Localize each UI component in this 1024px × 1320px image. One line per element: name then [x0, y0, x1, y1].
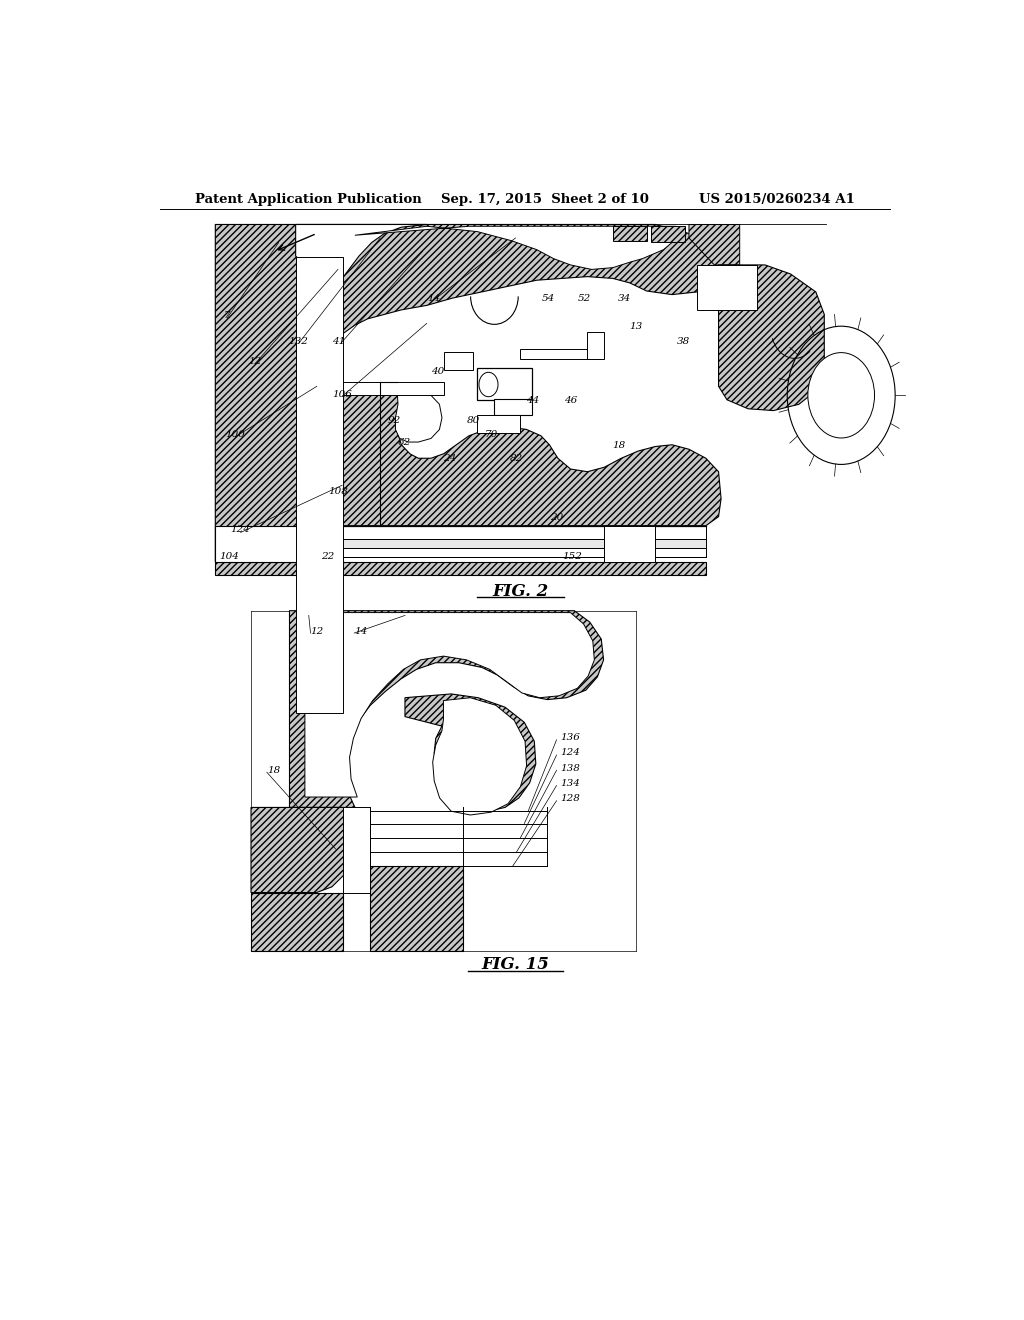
Text: 104: 104	[219, 552, 240, 561]
Polygon shape	[215, 224, 326, 561]
Text: 108: 108	[329, 487, 348, 496]
Text: 100: 100	[225, 430, 245, 440]
Polygon shape	[404, 694, 536, 812]
Text: 13: 13	[630, 322, 642, 330]
Text: 52: 52	[578, 294, 591, 304]
Text: 41: 41	[332, 337, 345, 346]
Circle shape	[808, 352, 874, 438]
Bar	[215, 224, 858, 576]
Bar	[321, 539, 706, 548]
Bar	[321, 395, 338, 409]
Circle shape	[479, 372, 498, 397]
Text: 12: 12	[249, 358, 261, 366]
Polygon shape	[433, 698, 526, 814]
Text: 62: 62	[397, 438, 411, 447]
Text: 20: 20	[550, 512, 563, 521]
Text: 106: 106	[333, 389, 352, 399]
Text: 18: 18	[267, 766, 281, 775]
Text: 134: 134	[560, 779, 581, 788]
Polygon shape	[215, 561, 706, 576]
Polygon shape	[651, 226, 685, 243]
Text: 22: 22	[322, 552, 335, 561]
Text: 46: 46	[564, 396, 578, 405]
Text: 138: 138	[560, 764, 581, 772]
Polygon shape	[305, 612, 594, 797]
Bar	[296, 257, 343, 713]
Bar	[588, 333, 604, 359]
Bar	[697, 265, 757, 310]
Text: 34: 34	[617, 294, 631, 304]
Text: 70: 70	[484, 430, 498, 440]
Bar	[321, 525, 706, 539]
Text: 14: 14	[354, 627, 368, 635]
Text: FIG. 2: FIG. 2	[493, 583, 549, 599]
Bar	[477, 414, 520, 433]
Bar	[520, 348, 600, 359]
Polygon shape	[321, 391, 721, 525]
Text: 124: 124	[230, 525, 251, 533]
Text: 132: 132	[289, 337, 308, 346]
Bar	[251, 611, 636, 952]
Polygon shape	[689, 224, 739, 265]
Text: Sep. 17, 2015  Sheet 2 of 10: Sep. 17, 2015 Sheet 2 of 10	[441, 193, 649, 206]
Bar	[215, 525, 334, 561]
Text: 124: 124	[560, 748, 581, 758]
Polygon shape	[251, 808, 351, 892]
Polygon shape	[296, 224, 723, 359]
Text: 54: 54	[542, 294, 555, 304]
Text: Patent Application Publication: Patent Application Publication	[196, 193, 422, 206]
Text: 18: 18	[611, 441, 625, 450]
Text: 24: 24	[442, 454, 456, 463]
Polygon shape	[290, 611, 603, 808]
Bar	[719, 265, 824, 409]
Bar	[306, 355, 321, 525]
Bar	[443, 352, 473, 370]
Text: 128: 128	[560, 795, 581, 804]
Text: 92: 92	[387, 416, 400, 425]
Text: FIG. 15: FIG. 15	[481, 956, 549, 973]
Text: 7: 7	[224, 312, 230, 321]
Polygon shape	[612, 226, 647, 240]
Bar	[477, 368, 532, 400]
Text: 80: 80	[467, 416, 480, 425]
Text: 44: 44	[526, 396, 540, 405]
Bar	[604, 525, 655, 561]
Text: 38: 38	[677, 337, 690, 346]
Polygon shape	[395, 391, 442, 442]
Text: 14: 14	[427, 294, 440, 304]
Bar	[321, 548, 706, 557]
Bar	[321, 381, 443, 395]
Bar	[251, 892, 343, 952]
Polygon shape	[355, 226, 676, 269]
Text: US 2015/0260234 A1: US 2015/0260234 A1	[699, 193, 855, 206]
Text: 82: 82	[510, 454, 523, 463]
Text: 40: 40	[431, 367, 444, 376]
Bar	[495, 399, 532, 414]
Bar	[343, 808, 371, 892]
Text: 12: 12	[310, 627, 324, 635]
Text: 136: 136	[560, 733, 581, 742]
Polygon shape	[719, 265, 824, 411]
Bar	[371, 866, 463, 952]
Text: 152: 152	[562, 552, 583, 561]
